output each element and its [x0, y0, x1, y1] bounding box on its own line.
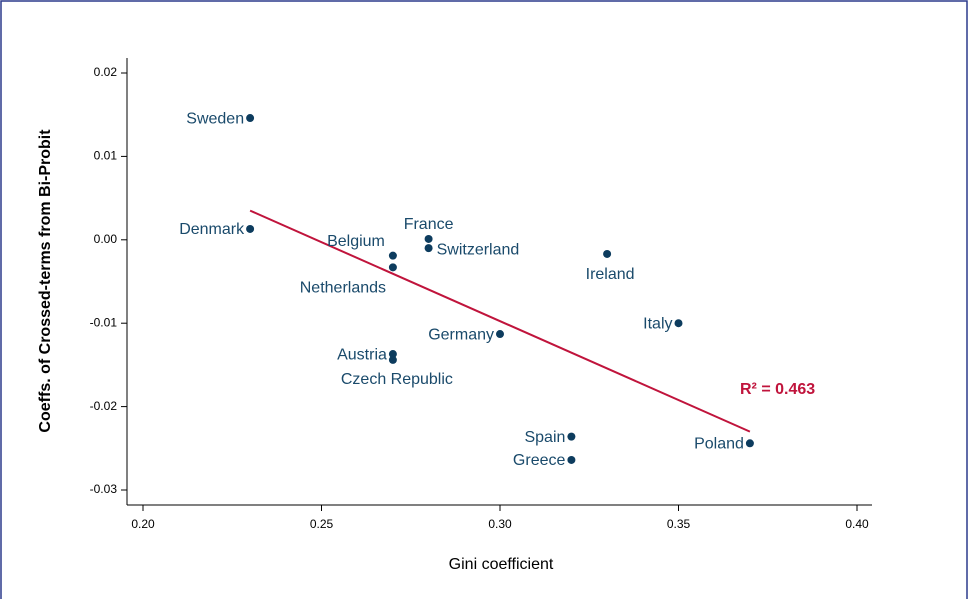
point [388, 350, 397, 359]
point [745, 439, 754, 448]
point [424, 244, 433, 253]
point [388, 251, 397, 260]
point-label: Switzerland [437, 241, 520, 258]
point-label: France [404, 216, 454, 233]
point-label: Germany [428, 326, 494, 343]
y-tick-label: -0.03 [90, 482, 118, 496]
point-label: Poland [694, 436, 744, 453]
point [388, 355, 397, 364]
point-label: Netherlands [300, 280, 386, 297]
point [388, 263, 397, 272]
x-axis-label: Gini coefficient [449, 556, 554, 573]
y-tick-label: -0.02 [90, 399, 118, 413]
point-label: Austria [337, 346, 387, 363]
point-label: Italy [643, 315, 672, 332]
point [246, 114, 255, 123]
point [496, 330, 504, 339]
point-label: Ireland [586, 266, 635, 283]
point-label: Sweden [186, 110, 244, 127]
point [246, 224, 255, 233]
point-label: Greece [513, 452, 566, 469]
x-tick-label: 0.30 [488, 517, 512, 531]
point [674, 319, 683, 328]
y-tick-label: -0.01 [90, 315, 118, 329]
point-label: Czech Republic [341, 371, 453, 388]
fit-line [249, 209, 751, 433]
x-tick-label: 0.25 [310, 517, 334, 531]
y-axis-label: Coeffs. of Crossed-terms from Bi-Probit [37, 129, 54, 433]
point [567, 455, 576, 464]
y-tick-label: 0.01 [94, 149, 118, 163]
r2-annotation: R² = 0.463 [740, 381, 815, 398]
y-tick-label: 0.00 [94, 232, 118, 246]
point-label: Spain [524, 429, 565, 446]
x-tick-label: 0.20 [131, 517, 155, 531]
x-tick-label: 0.35 [667, 517, 691, 531]
point-label: Denmark [179, 221, 245, 238]
point [603, 249, 612, 258]
point-label: Belgium [327, 233, 385, 250]
point [567, 432, 576, 441]
point [424, 234, 433, 243]
x-tick-label: 0.40 [845, 517, 869, 531]
y-tick-label: 0.02 [94, 65, 118, 79]
